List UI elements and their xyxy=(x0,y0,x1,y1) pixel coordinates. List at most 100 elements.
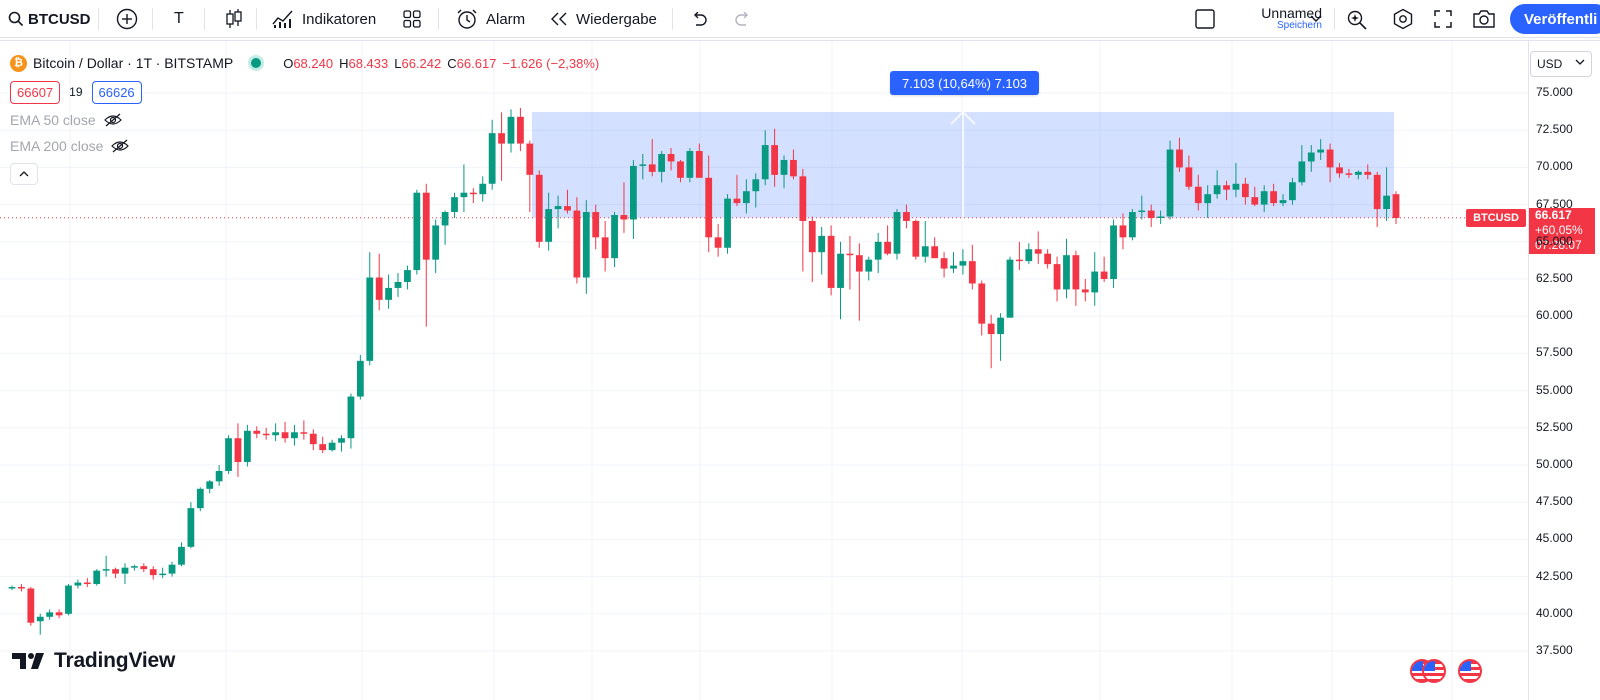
candle-body[interactable] xyxy=(535,174,543,242)
candle-body[interactable] xyxy=(865,259,873,272)
layout-dropdown-button[interactable] xyxy=(1310,0,1322,38)
us-flag-event-icon[interactable] xyxy=(1422,659,1446,683)
tradingview-logo[interactable]: TradingView xyxy=(12,649,175,673)
candle-body[interactable] xyxy=(196,488,204,509)
candle-body[interactable] xyxy=(272,432,280,436)
candle-body[interactable] xyxy=(752,179,760,192)
candle-body[interactable] xyxy=(526,143,534,175)
candle-body[interactable] xyxy=(799,176,807,221)
candlestick-chart[interactable] xyxy=(0,41,1528,700)
candle-body[interactable] xyxy=(837,253,844,288)
candle-body[interactable] xyxy=(74,582,82,586)
candle-body[interactable] xyxy=(677,161,684,178)
candle-body[interactable] xyxy=(1091,271,1099,293)
candle-body[interactable] xyxy=(347,396,355,439)
candle-body[interactable] xyxy=(714,237,722,248)
candle-body[interactable] xyxy=(206,481,214,489)
candle-body[interactable] xyxy=(234,438,242,463)
candle-body[interactable] xyxy=(328,442,336,451)
candle-body[interactable] xyxy=(978,283,986,324)
candle-body[interactable] xyxy=(404,270,411,282)
interval-button[interactable]: T xyxy=(174,0,184,38)
candle-body[interactable] xyxy=(93,570,101,585)
candle-body[interactable] xyxy=(517,116,524,144)
candle-body[interactable] xyxy=(1072,255,1080,290)
candle-body[interactable] xyxy=(1063,255,1070,290)
candle-body[interactable] xyxy=(36,616,44,622)
candle-body[interactable] xyxy=(818,235,826,253)
undo-button[interactable] xyxy=(690,0,708,38)
candle-body[interactable] xyxy=(1034,249,1042,254)
candle-body[interactable] xyxy=(1298,161,1306,183)
indicator-ema200[interactable]: EMA 200 close xyxy=(10,133,599,159)
candle-body[interactable] xyxy=(648,164,656,172)
candle-body[interactable] xyxy=(1289,182,1296,201)
candle-body[interactable] xyxy=(808,220,816,253)
candle-body[interactable] xyxy=(705,177,713,238)
us-flag-event-icon[interactable] xyxy=(1458,659,1482,683)
candle-body[interactable] xyxy=(1166,149,1174,217)
candle-body[interactable] xyxy=(771,145,779,175)
candle-body[interactable] xyxy=(545,209,553,242)
candle-body[interactable] xyxy=(1251,197,1259,205)
buy-price-button[interactable]: 66626 xyxy=(91,80,142,104)
candle-body[interactable] xyxy=(1157,216,1165,218)
currency-select[interactable]: USD xyxy=(1530,51,1592,77)
candle-body[interactable] xyxy=(639,164,647,166)
candle-body[interactable] xyxy=(1006,259,1014,318)
candle-body[interactable] xyxy=(903,212,910,221)
candle-body[interactable] xyxy=(855,255,863,272)
candle-body[interactable] xyxy=(724,198,731,248)
indicator-ema50[interactable]: EMA 50 close xyxy=(10,107,599,133)
candle-body[interactable] xyxy=(281,432,289,439)
candle-body[interactable] xyxy=(366,277,374,361)
screenshot-button[interactable] xyxy=(1472,0,1496,38)
candle-body[interactable] xyxy=(1270,191,1277,204)
quick-search-button[interactable] xyxy=(1346,0,1368,38)
candle-body[interactable] xyxy=(629,165,637,220)
candle-body[interactable] xyxy=(1044,253,1052,265)
candle-body[interactable] xyxy=(1138,210,1146,213)
candle-body[interactable] xyxy=(187,508,195,547)
price-scale[interactable] xyxy=(1528,41,1600,700)
candle-body[interactable] xyxy=(695,151,703,178)
candle-body[interactable] xyxy=(55,612,63,616)
candle-body[interactable] xyxy=(498,133,505,144)
candle-body[interactable] xyxy=(950,265,957,269)
chart-type-button[interactable] xyxy=(224,0,244,38)
layout-menu-button[interactable] xyxy=(1194,0,1216,38)
candle-body[interactable] xyxy=(1383,195,1390,210)
candle-body[interactable] xyxy=(1213,185,1221,195)
candle-body[interactable] xyxy=(291,432,298,439)
candle-body[interactable] xyxy=(1336,167,1343,174)
candle-body[interactable] xyxy=(1100,271,1108,279)
candle-body[interactable] xyxy=(225,438,232,471)
candle-body[interactable] xyxy=(18,587,25,589)
candle-body[interactable] xyxy=(1279,200,1287,204)
candle-body[interactable] xyxy=(997,317,1004,335)
chart-pane[interactable]: ₿ Bitcoin / Dollar · 1T · BITSTAMP O68.2… xyxy=(0,40,1600,700)
candle-body[interactable] xyxy=(469,192,477,195)
candle-body[interactable] xyxy=(884,241,891,254)
fullscreen-button[interactable] xyxy=(1434,0,1452,38)
candle-body[interactable] xyxy=(300,432,308,434)
eye-crossed-icon[interactable] xyxy=(111,139,130,153)
candle-body[interactable] xyxy=(243,430,251,463)
candle-body[interactable] xyxy=(178,546,185,565)
candle-body[interactable] xyxy=(338,438,345,443)
eye-crossed-icon[interactable] xyxy=(103,113,122,127)
candle-body[interactable] xyxy=(912,220,920,257)
candle-body[interactable] xyxy=(159,573,167,576)
candle-body[interactable] xyxy=(83,582,91,585)
candle-body[interactable] xyxy=(611,215,618,259)
candle-body[interactable] xyxy=(827,235,835,288)
candle-body[interactable] xyxy=(385,287,392,300)
candle-body[interactable] xyxy=(1260,191,1268,205)
candle-body[interactable] xyxy=(479,183,487,195)
candle-body[interactable] xyxy=(65,585,72,614)
symbol-search-button[interactable]: BTCUSD xyxy=(8,0,91,38)
candle-body[interactable] xyxy=(1016,259,1023,262)
candle-body[interactable] xyxy=(1119,225,1127,238)
candle-body[interactable] xyxy=(27,588,35,623)
candle-body[interactable] xyxy=(1392,194,1400,218)
